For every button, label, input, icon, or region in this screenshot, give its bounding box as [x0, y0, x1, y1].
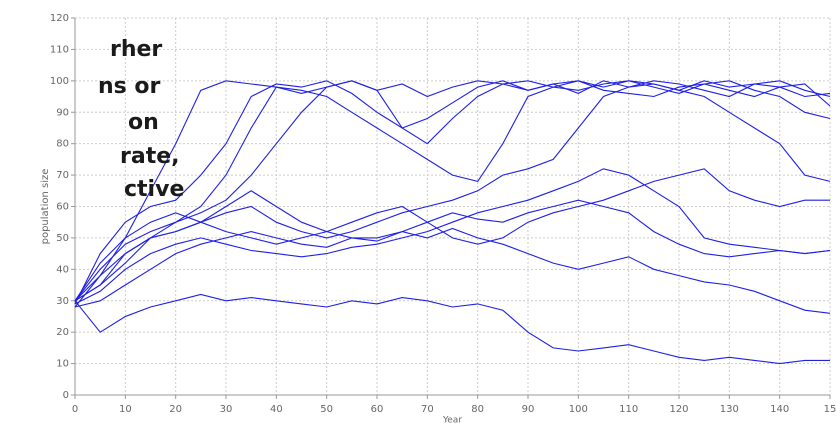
series-line	[74, 80, 831, 305]
overlay-text: rate,	[120, 144, 180, 169]
x-tick-label: 110	[619, 404, 638, 415]
overlay-text: on	[128, 110, 159, 135]
series-line	[74, 168, 831, 305]
series-line	[74, 80, 831, 302]
y-tick-label: 40	[56, 264, 69, 275]
x-tick-label: 90	[522, 404, 535, 415]
x-tick-label: 15	[824, 404, 836, 415]
x-tick-label: 0	[72, 404, 78, 415]
y-tick-label: 90	[56, 107, 69, 118]
y-tick-label: 20	[56, 327, 69, 338]
x-tick-label: 70	[421, 404, 434, 415]
y-tick-label: 120	[50, 13, 69, 24]
series-line	[74, 293, 830, 365]
y-tick-label: 110	[50, 44, 69, 55]
x-tick-label: 130	[720, 404, 739, 415]
x-axis-label: Year	[442, 416, 462, 425]
series-line	[74, 227, 831, 314]
x-tick-label: 40	[270, 404, 283, 415]
y-tick-label: 60	[56, 202, 69, 213]
x-tick-label: 60	[371, 404, 384, 415]
series-line	[74, 168, 830, 302]
y-axis-label: population size	[40, 169, 51, 245]
x-tick-label: 30	[220, 404, 233, 415]
y-tick-label: 70	[56, 170, 69, 181]
x-tick-label: 10	[119, 404, 132, 415]
y-tick-label: 80	[56, 139, 69, 150]
series-line	[74, 80, 831, 302]
overlay-text: ns or	[98, 74, 161, 99]
x-tick-label: 50	[320, 404, 333, 415]
series-line	[74, 80, 831, 302]
series-line	[74, 80, 831, 302]
x-tick-label: 120	[669, 404, 688, 415]
series-line	[74, 190, 831, 308]
x-tick-label: 80	[471, 404, 484, 415]
y-tick-label: 10	[56, 359, 69, 370]
y-tick-label: 100	[50, 76, 69, 87]
y-tick-label: 30	[56, 296, 69, 307]
x-tick-label: 20	[169, 404, 182, 415]
x-tick-label: 140	[770, 404, 789, 415]
overlay-text: rher	[110, 37, 162, 62]
y-tick-label: 0	[63, 390, 69, 401]
overlay-text: ctive	[124, 177, 184, 202]
x-tick-label: 100	[569, 404, 588, 415]
y-tick-label: 50	[56, 233, 69, 244]
